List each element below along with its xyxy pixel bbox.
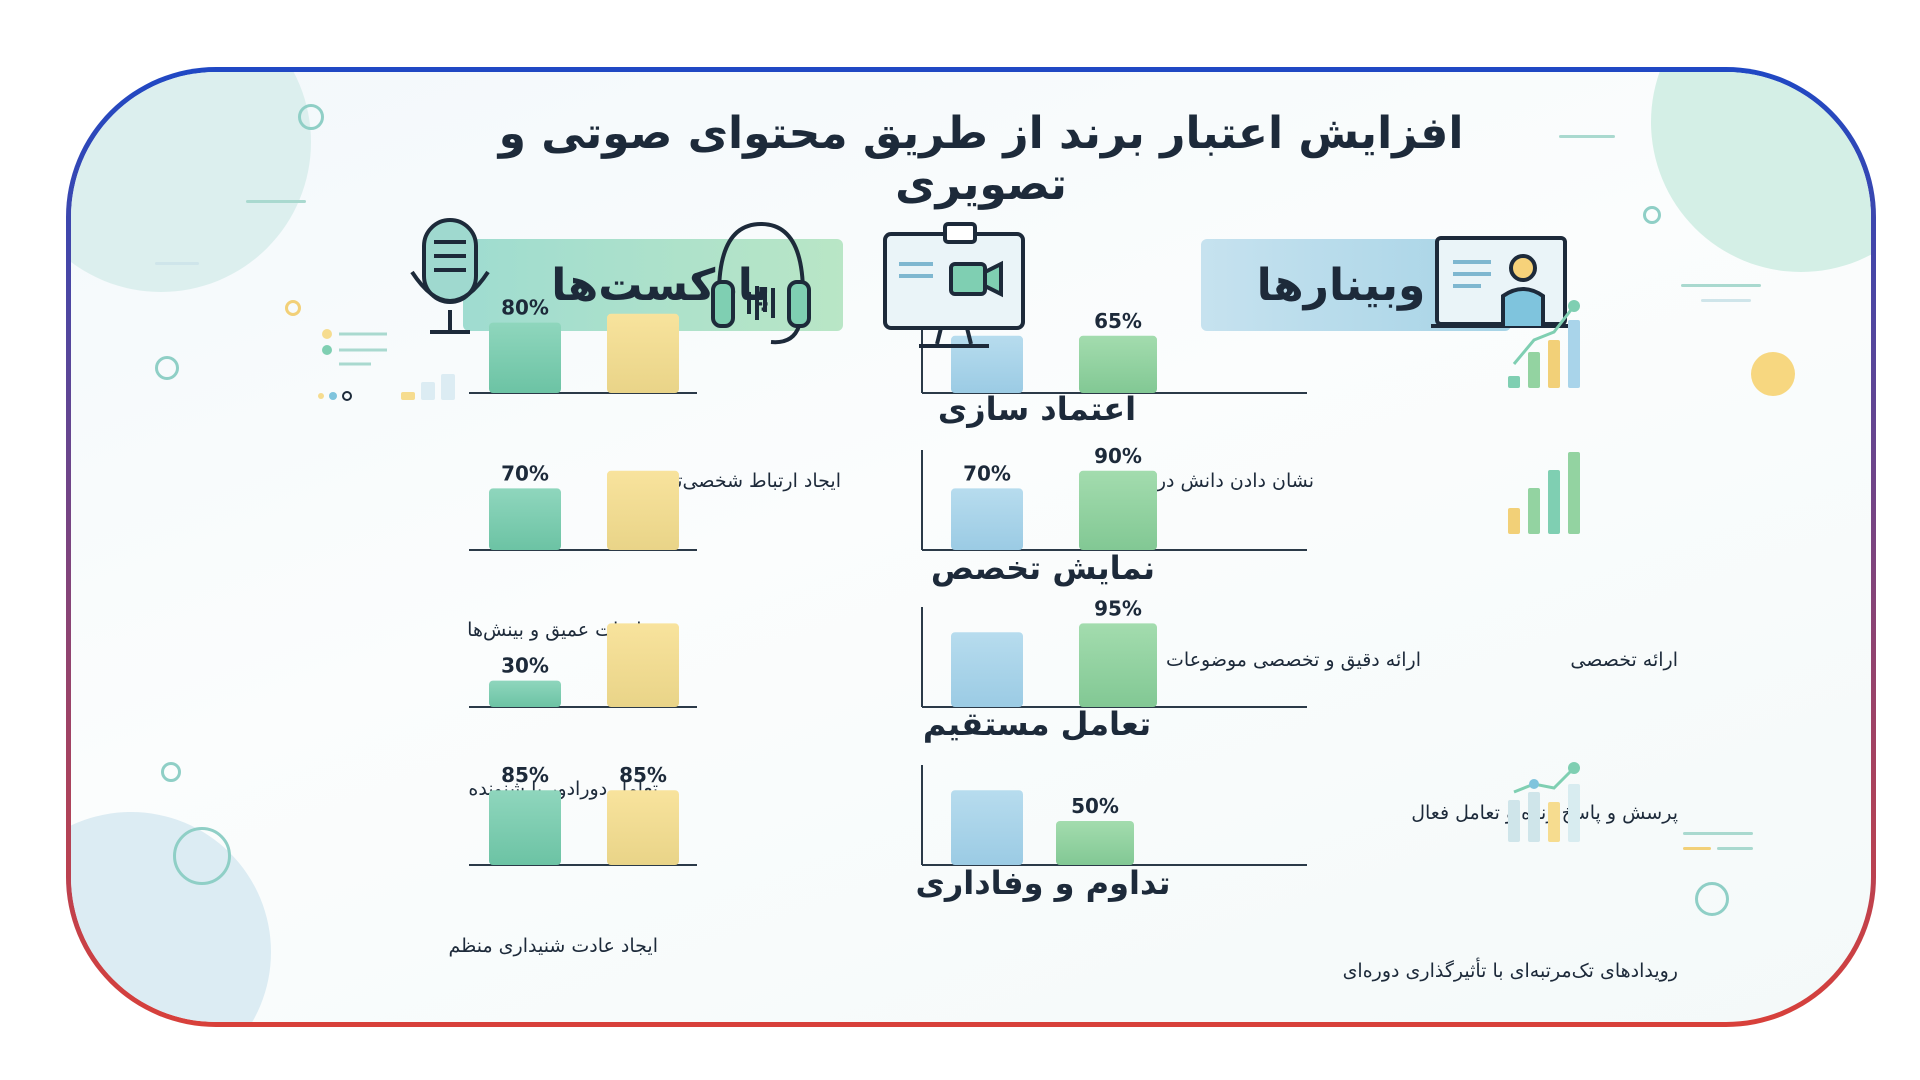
decor-ring bbox=[173, 827, 231, 885]
podcast-bar bbox=[489, 488, 561, 550]
webinar-bar bbox=[951, 488, 1023, 550]
webinar-bar bbox=[951, 335, 1023, 393]
infographic-canvas: افزایش اعتبار برند از طریق محتوای صوتی و… bbox=[71, 72, 1871, 1022]
category-label-trust: اعتماد سازی bbox=[937, 390, 1137, 428]
comparison-chart: 80%70%30%85%85%65%65%70%90%95%50% bbox=[318, 218, 1580, 866]
decor-ring bbox=[285, 300, 301, 316]
podcast-bar bbox=[607, 623, 679, 707]
webinar-bar bbox=[951, 632, 1023, 707]
webinar-value-label: 90% bbox=[1094, 444, 1142, 468]
presenter-screen-icon bbox=[1431, 236, 1571, 328]
webinar-bar bbox=[1079, 623, 1157, 707]
podcast-caption: ایجاد ارتباط شخصی‌تر bbox=[666, 470, 841, 492]
podcast-value-label: 70% bbox=[501, 461, 549, 485]
podcast-value-label: 30% bbox=[501, 654, 549, 678]
podcast-bar bbox=[489, 680, 561, 707]
webinar-bar bbox=[1079, 335, 1157, 393]
webinar-bar bbox=[1056, 821, 1134, 865]
decor-line bbox=[246, 200, 306, 203]
podcast-bar bbox=[607, 313, 679, 393]
decor-dot bbox=[1751, 352, 1795, 396]
decor-bars-icon bbox=[401, 374, 455, 400]
growth-chart-icon bbox=[1508, 300, 1580, 388]
webinar-bar bbox=[1079, 470, 1157, 550]
webinar-caption: پرسش و پاسخ زنده و تعامل فعال bbox=[1411, 802, 1678, 824]
webinar-caption: رویدادهای تک‌مرتبه‌ای با تأثیرگذاری دوره… bbox=[1342, 960, 1678, 982]
podcast-caption: ایجاد عادت شنیداری منظم bbox=[448, 935, 658, 957]
podcast-value-label: 85% bbox=[619, 763, 667, 787]
category-label-expertise: نمایش تخصص bbox=[930, 549, 1156, 587]
decor-list-icon bbox=[318, 329, 387, 401]
decor-line bbox=[1559, 135, 1615, 138]
decor-line bbox=[155, 262, 199, 265]
monitor-video-icon bbox=[883, 222, 1025, 348]
microphone-icon bbox=[410, 218, 490, 334]
webinar-value-label: 50% bbox=[1071, 794, 1119, 818]
growth-chart-icon bbox=[1508, 762, 1580, 842]
decor-line bbox=[1683, 832, 1753, 835]
webinar-caption: نشان دادن دانش در لحظه bbox=[1106, 470, 1314, 492]
podcast-bar bbox=[489, 322, 561, 393]
podcast-value-label: 80% bbox=[501, 296, 549, 320]
webinar-bar bbox=[951, 790, 1023, 865]
podcast-value-label: 85% bbox=[501, 763, 549, 787]
category-label-loyalty: تداوم و وفاداری bbox=[915, 864, 1171, 902]
decor-ring bbox=[1643, 206, 1661, 224]
growth-chart-icon bbox=[1508, 452, 1580, 534]
decor-ring bbox=[161, 762, 181, 782]
podcast-bar bbox=[489, 790, 561, 865]
webinar-caption: ارائه دقیق و تخصصی موضوعات bbox=[1166, 649, 1421, 671]
decor-ring bbox=[298, 104, 324, 130]
webinar-value-label: 65% bbox=[1094, 309, 1142, 333]
webinar-value-label: 95% bbox=[1094, 596, 1142, 620]
podcast-bar bbox=[607, 790, 679, 865]
podcast-bar bbox=[607, 470, 679, 550]
webinars-label: وبینارها bbox=[1256, 260, 1426, 311]
webinar-extra-caption: ارائه تخصصی bbox=[1570, 649, 1678, 671]
decor-ring bbox=[155, 356, 179, 380]
decor-ring bbox=[1695, 882, 1729, 916]
decor-line bbox=[1701, 299, 1751, 302]
headphones-icon bbox=[711, 221, 811, 345]
decor-line bbox=[1717, 847, 1753, 850]
decor-line bbox=[1681, 284, 1761, 287]
decor-line bbox=[1683, 847, 1711, 850]
page-title: افزایش اعتبار برند از طریق محتوای صوتی و… bbox=[498, 108, 1464, 210]
infographic-frame: افزایش اعتبار برند از طریق محتوای صوتی و… bbox=[66, 67, 1876, 1027]
category-label-engagement: تعامل مستقیم bbox=[922, 705, 1152, 743]
webinar-value-label: 70% bbox=[963, 461, 1011, 485]
